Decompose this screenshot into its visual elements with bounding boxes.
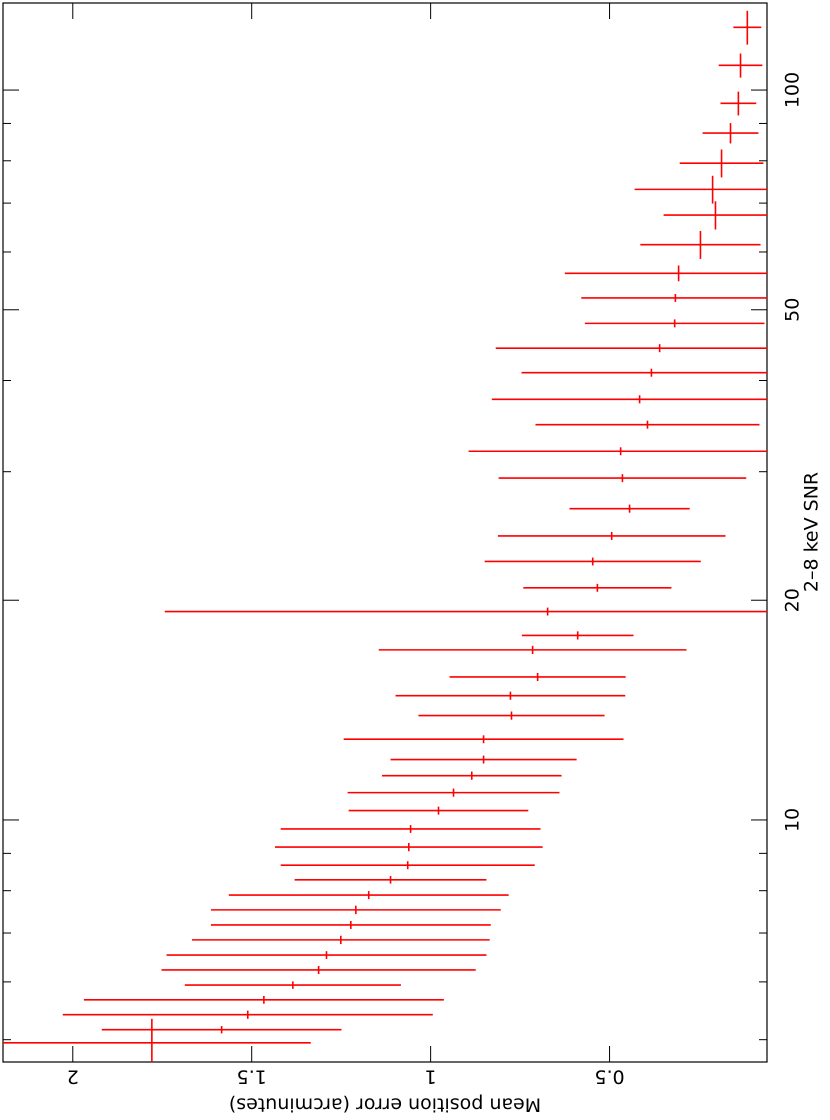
- y-tick-label: 0.5: [594, 1066, 624, 1088]
- y-tick-label: 1: [425, 1066, 437, 1088]
- plot-area: [3, 10, 767, 1062]
- x-tick-label: 50: [782, 298, 804, 322]
- x-tick-label: 20: [782, 588, 804, 612]
- x-tick-label: 10: [782, 808, 804, 832]
- y-tick-label: 1.5: [237, 1066, 267, 1088]
- y-tick-label: 2: [67, 1066, 79, 1088]
- plot-frame: [2, 2, 768, 1063]
- x-tick-label: 100: [782, 72, 804, 108]
- y-axis-label: Mean position error (arcminutes): [229, 1094, 541, 1116]
- x-axis-label: 2–8 keV SNR: [801, 472, 823, 592]
